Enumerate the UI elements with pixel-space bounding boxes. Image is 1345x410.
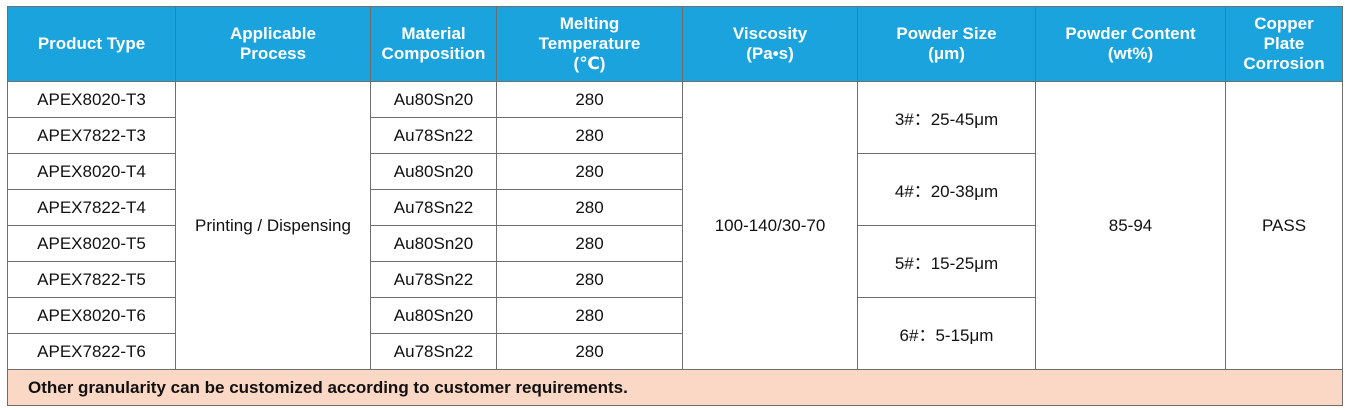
corrosion-cell: PASS [1225,81,1343,370]
melting-cell: 280 [496,333,683,370]
header-viscosity: Viscosity (Pa•s) [682,6,858,82]
note-row: Other granularity can be customized acco… [7,369,1343,406]
table-row: APEX7822-T4 Au78Sn22 280 [7,189,1343,226]
powder-size-cell: 3#：25-45μm [857,81,1036,154]
material-cell: Au80Sn20 [370,297,497,334]
melting-cell: 280 [496,189,683,226]
header-applicable-process: Applicable Process [175,6,371,82]
material-cell: Au80Sn20 [370,153,497,190]
table-row: APEX7822-T6 Au78Sn22 280 [7,333,1343,370]
powder-content-cell: 85-94 [1035,81,1226,370]
melting-cell: 280 [496,297,683,334]
process-cell: Printing / Dispensing [175,81,371,370]
melting-cell: 280 [496,117,683,154]
product-type-cell: APEX7822-T5 [7,261,176,298]
header-row: Product Type Applicable Process Material C… [7,6,1343,82]
table-row: APEX7822-T3 Au78Sn22 280 [7,117,1343,154]
header-material-composition: Material Composition [370,6,497,82]
product-type-cell: APEX7822-T3 [7,117,176,154]
table-row: APEX8020-T3 Printing / Dispensing Au80Sn… [7,81,1343,370]
product-type-cell: APEX7822-T4 [7,189,176,226]
material-cell: Au78Sn22 [370,333,497,370]
powder-size-cell: 5#：15-25μm [857,225,1036,298]
table-row: APEX8020-T5 Au80Sn20 280 5#：15-25μm [7,225,1343,298]
product-type-cell: APEX8020-T5 [7,225,176,262]
product-type-cell: APEX7822-T6 [7,333,176,370]
product-type-cell: APEX8020-T6 [7,297,176,334]
powder-size-cell: 6#：5-15μm [857,297,1036,370]
product-type-cell: APEX8020-T4 [7,153,176,190]
melting-cell: 280 [496,261,683,298]
melting-cell: 280 [496,153,683,190]
material-cell: Au80Sn20 [370,81,497,118]
header-melting-temperature: Melting Temperature (℃) [496,6,683,82]
table-row: APEX7822-T5 Au78Sn22 280 [7,261,1343,298]
header-powder-size: Powder Size (μm) [857,6,1036,82]
melting-cell: 280 [496,225,683,262]
customization-note: Other granularity can be customized acco… [7,369,1343,406]
product-spec-table: Product Type Applicable Process Material C… [7,6,1343,406]
table-row: APEX8020-T6 Au80Sn20 280 6#：5-15μm [7,297,1343,370]
header-product-type: Product Type [7,6,176,82]
material-cell: Au78Sn22 [370,261,497,298]
powder-size-cell: 4#：20-38μm [857,153,1036,226]
viscosity-cell: 100-140/30-70 [682,81,858,370]
header-copper-plate-corrosion: Copper Plate Corrosion [1225,6,1343,82]
melting-cell: 280 [496,81,683,118]
material-cell: Au78Sn22 [370,117,497,154]
table-row: APEX8020-T4 Au80Sn20 280 4#：20-38μm [7,153,1343,226]
header-powder-content: Powder Content (wt%) [1035,6,1226,82]
material-cell: Au78Sn22 [370,189,497,226]
product-type-cell: APEX8020-T3 [7,81,176,118]
material-cell: Au80Sn20 [370,225,497,262]
